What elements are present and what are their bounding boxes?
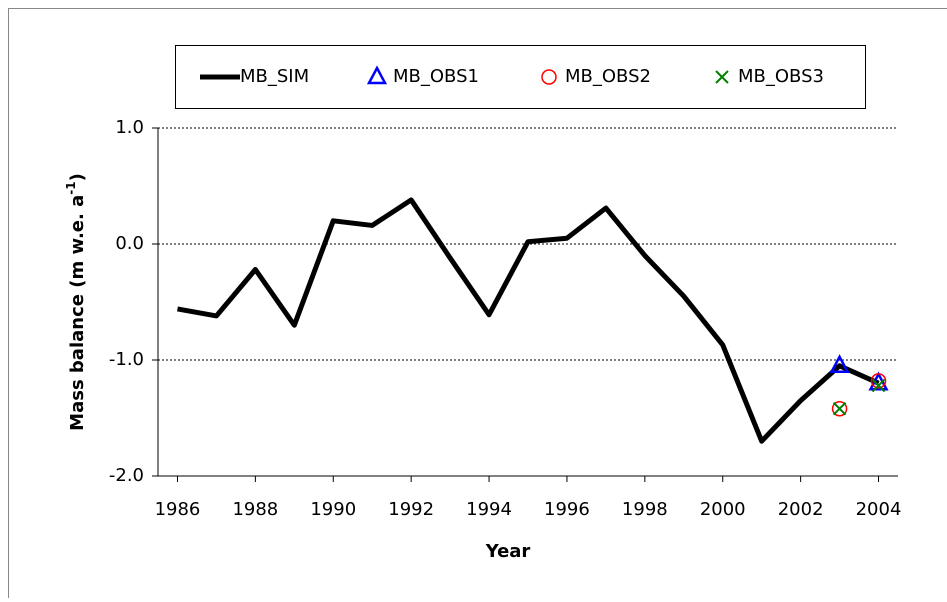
legend-label: MB_OBS1 [393,66,479,87]
y-axis-title: Mass balance (m w.e. a-1) [64,173,89,431]
legend-label: MB_OBS2 [565,66,651,87]
y-axis-title-sup: -1 [64,181,78,194]
x-tick-label: 2000 [700,499,746,520]
x-tick-label: 1992 [388,499,434,520]
legend-label: MB_OBS3 [738,66,824,87]
x-tick-label: 1998 [622,499,668,520]
y-axis-title-main: Mass balance (m w.e. a [67,195,88,431]
x-tick-label: 1996 [544,499,590,520]
y-tick-label: -2.0 [109,465,144,486]
x-tick-label: 1994 [466,499,512,520]
x-tick-label: 1990 [310,499,356,520]
y-tick-label: 1.0 [115,117,144,138]
x-tick-label: 1988 [232,499,278,520]
legend-label: MB_SIM [240,66,309,87]
x-tick-label: 2004 [856,499,902,520]
y-axis-title-end: ) [67,173,88,181]
y-tick-label: -1.0 [109,349,144,370]
x-axis-title: Year [485,541,531,562]
y-tick-label: 0.0 [115,233,144,254]
x-tick-label: 2002 [778,499,824,520]
x-tick-label: 1986 [155,499,201,520]
